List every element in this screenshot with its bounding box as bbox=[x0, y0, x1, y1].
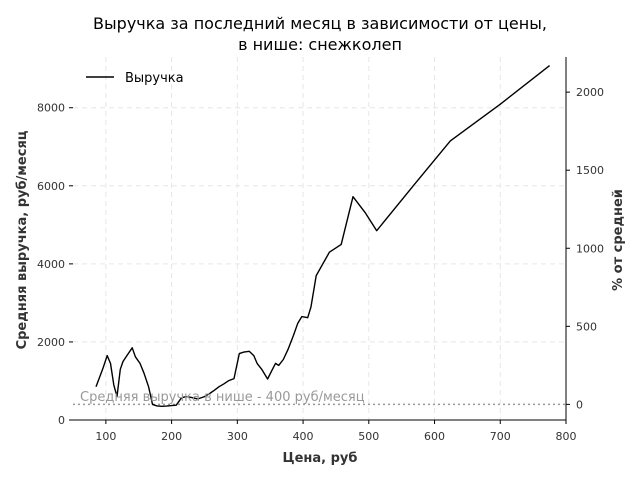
y-axis-label: Средняя выручка, руб/месяц bbox=[15, 130, 30, 349]
y2-tick-label: 500 bbox=[576, 320, 597, 333]
y2-axis-label: % от средней bbox=[611, 189, 626, 291]
legend-label-revenue: Выручка bbox=[125, 71, 184, 86]
legend: Выручка bbox=[86, 71, 184, 86]
x-tick-label: 700 bbox=[490, 430, 511, 443]
x-tick-label: 800 bbox=[556, 430, 577, 443]
chart-title-line-1: Выручка за последний месяц в зависимости… bbox=[93, 14, 547, 33]
y-tick-label: 2000 bbox=[37, 336, 65, 349]
y2-tick-label: 0 bbox=[576, 398, 583, 411]
x-ticks: 100 200 300 400 500 600 700 800 bbox=[95, 420, 577, 443]
y-ticks: 0 2000 4000 6000 8000 bbox=[37, 102, 73, 427]
y-tick-label: 8000 bbox=[37, 102, 65, 115]
reference-annotation: Средняя выручка в нише - 400 руб/месяц bbox=[80, 390, 365, 405]
y-tick-label: 0 bbox=[58, 414, 65, 427]
y2-tick-label: 1000 bbox=[576, 242, 604, 255]
y-tick-label: 4000 bbox=[37, 258, 65, 271]
y2-ticks: 0 500 1000 1500 2000 bbox=[566, 86, 604, 411]
series-layer bbox=[95, 65, 551, 407]
x-tick-label: 200 bbox=[161, 430, 182, 443]
x-tick-label: 300 bbox=[227, 430, 248, 443]
x-tick-label: 600 bbox=[424, 430, 445, 443]
y2-tick-label: 1500 bbox=[576, 164, 604, 177]
x-axis-label: Цена, руб bbox=[283, 451, 358, 466]
x-tick-label: 400 bbox=[293, 430, 314, 443]
x-tick-label: 500 bbox=[358, 430, 379, 443]
y-tick-label: 6000 bbox=[37, 180, 65, 193]
y2-tick-label: 2000 bbox=[576, 86, 604, 99]
series-line-revenue bbox=[95, 65, 551, 407]
gridlines bbox=[73, 57, 567, 421]
x-tick-label: 100 bbox=[95, 430, 116, 443]
chart-title-line-2: в нише: снежколеп bbox=[238, 35, 402, 54]
